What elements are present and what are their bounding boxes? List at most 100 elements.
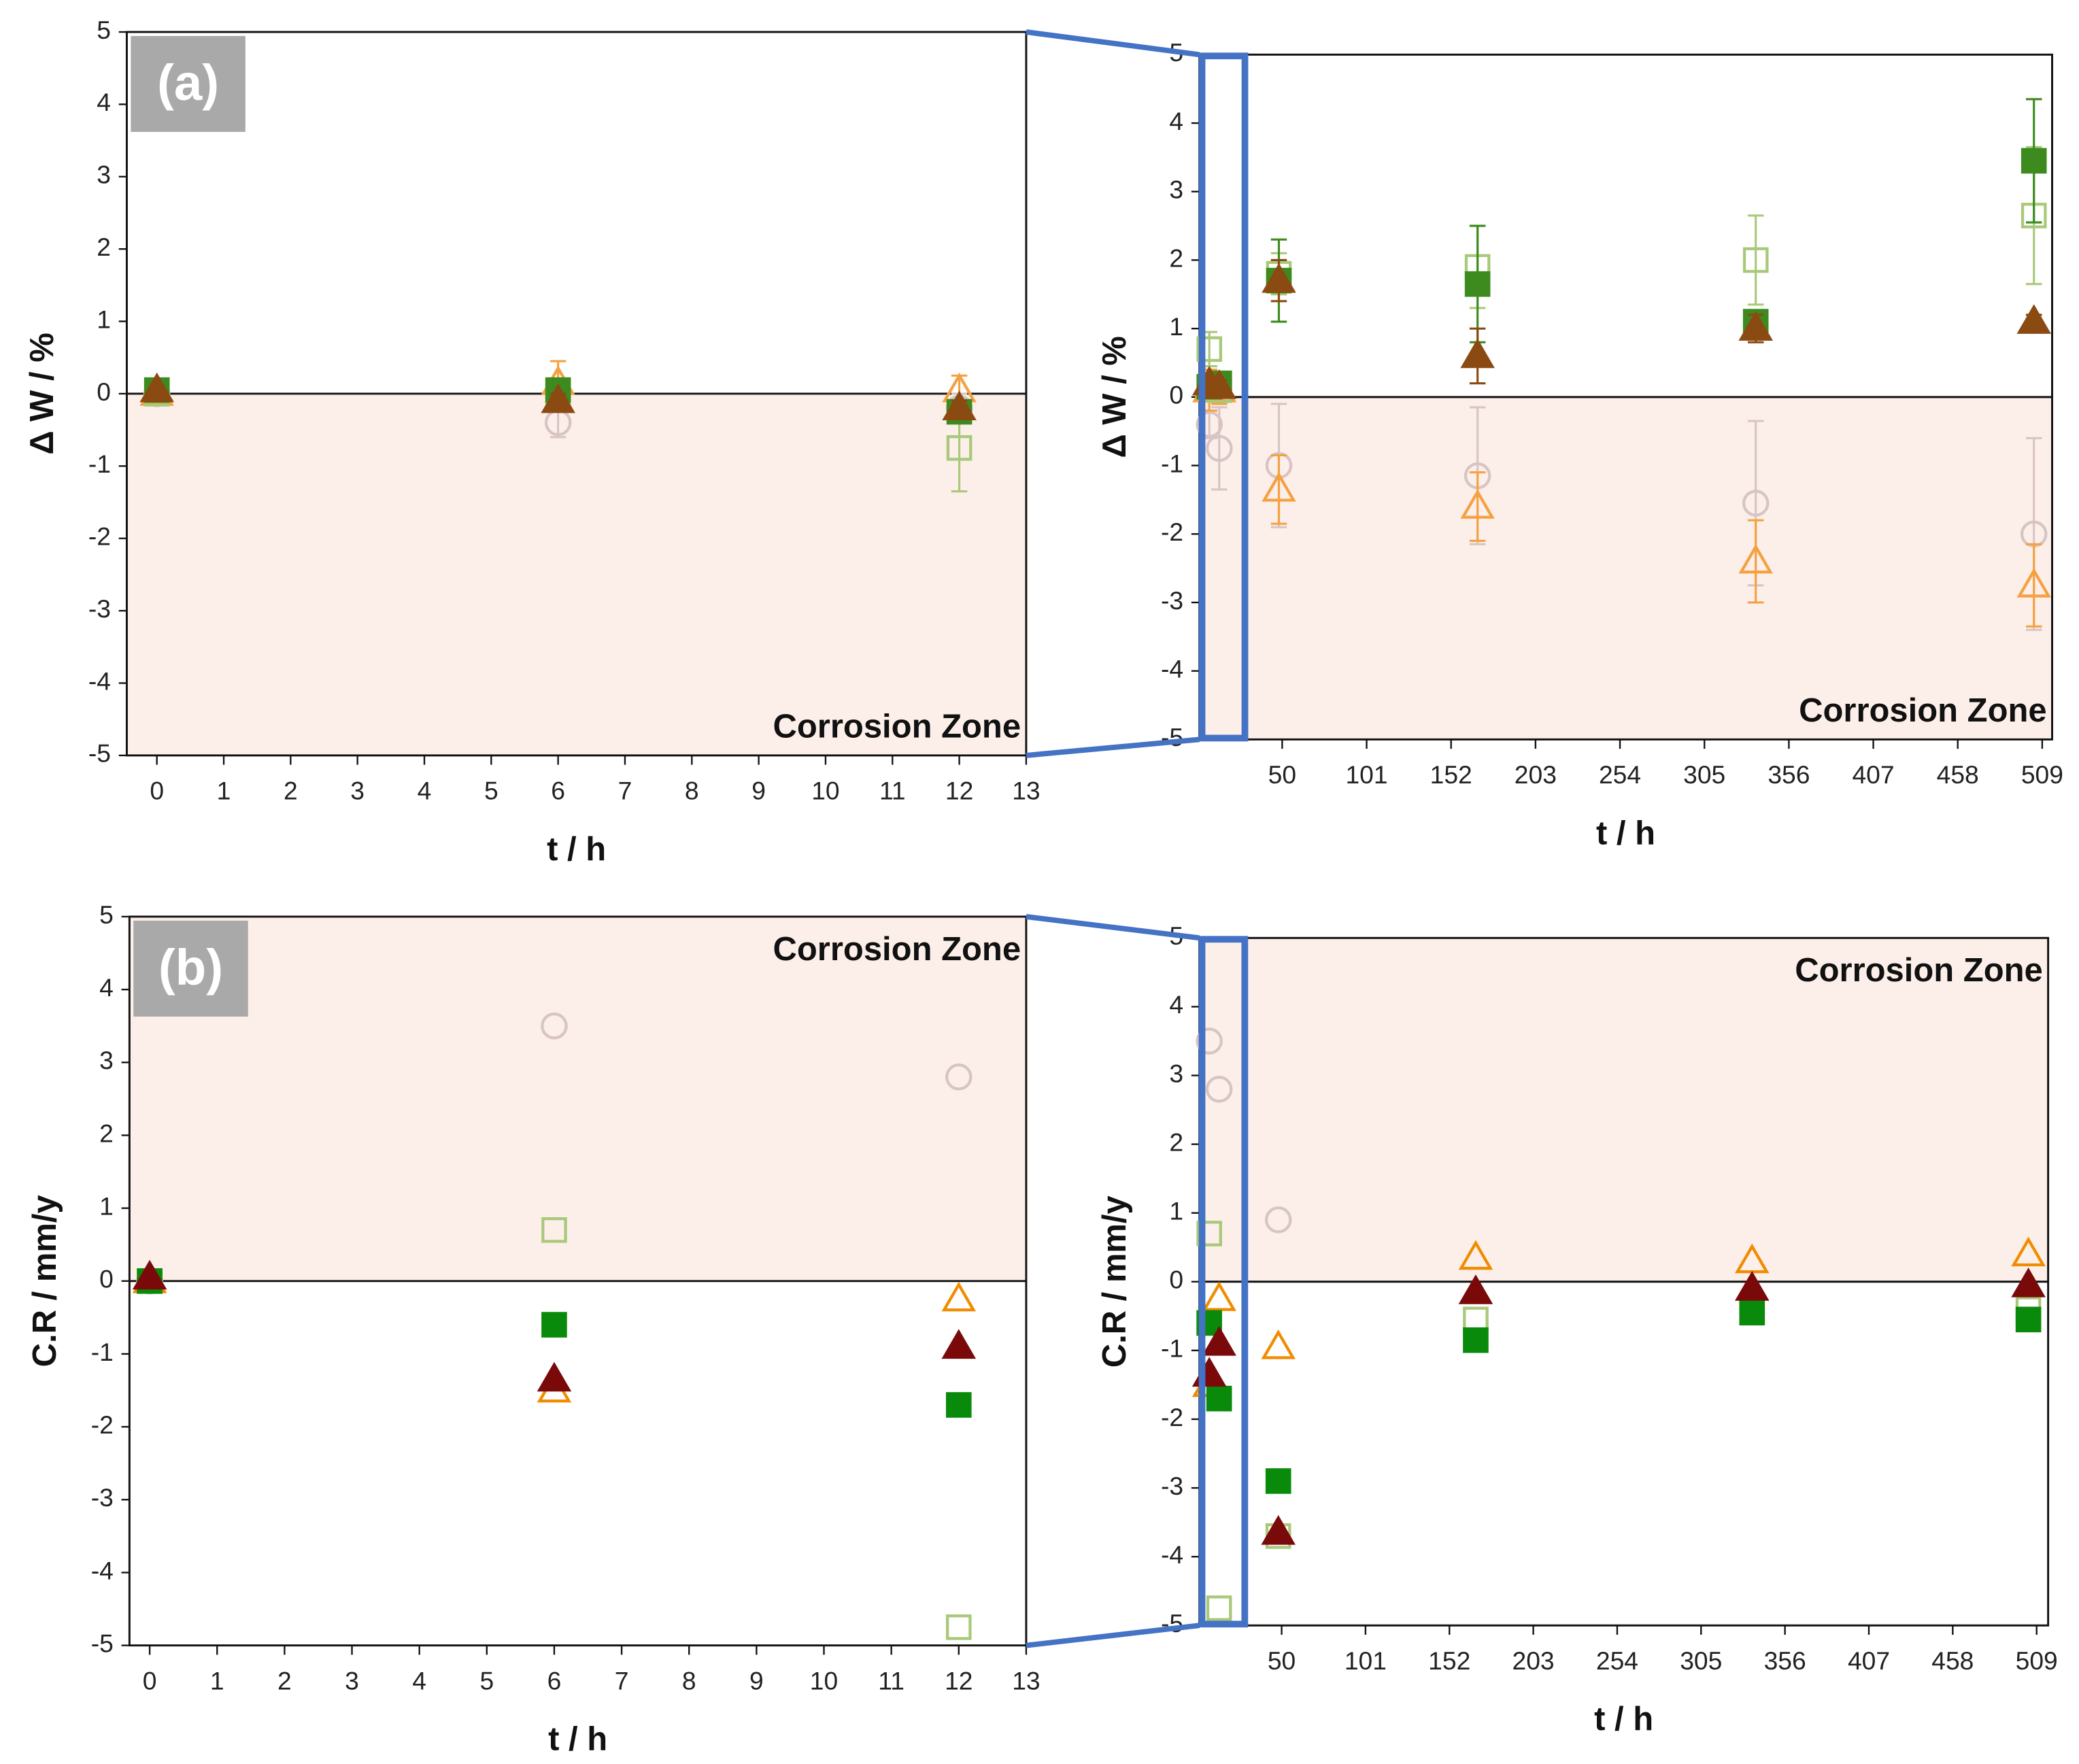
marker-triangle <box>1202 1325 1236 1356</box>
y-tick-label: -5 <box>91 1629 114 1657</box>
y-tick-label: -2 <box>1161 518 1183 546</box>
y-tick-label: 1 <box>99 1191 114 1220</box>
zoom-box <box>1198 936 1249 1628</box>
y-tick-label: -2 <box>91 1410 114 1439</box>
marker-circle <box>1196 411 1223 438</box>
marker-triangle <box>942 390 977 421</box>
x-tick-label: 305 <box>1683 760 1725 789</box>
y-tick-label: 5 <box>97 16 111 44</box>
marker-triangle <box>537 1361 572 1392</box>
zoom-connector <box>1026 736 1200 758</box>
x-tick-label: 1 <box>217 777 231 805</box>
marker-triangle <box>139 372 174 403</box>
x-tick-label: 0 <box>143 1666 157 1695</box>
x-tick-label: 356 <box>1768 760 1810 789</box>
x-tick-label: 50 <box>1268 1646 1296 1675</box>
x-tick-label: 12 <box>945 1666 973 1695</box>
marker-square <box>945 1392 972 1418</box>
y-tick-label: -3 <box>1161 1472 1183 1500</box>
marker-circle <box>1205 1075 1233 1103</box>
x-tick-label: 5 <box>484 777 498 805</box>
marker-square <box>946 435 973 461</box>
x-tick-label: 8 <box>685 777 699 805</box>
y-tick-label: -2 <box>1161 1403 1183 1431</box>
marker-circle <box>1742 490 1770 517</box>
marker-circle <box>1196 1028 1223 1055</box>
y-tick-label: -5 <box>88 739 111 768</box>
x-tick-label: 10 <box>811 777 839 805</box>
x-tick-label: 254 <box>1599 760 1641 789</box>
marker-triangle <box>1460 489 1495 519</box>
x-tick-label: 50 <box>1268 760 1296 789</box>
y-tick-label: -1 <box>1161 1334 1183 1363</box>
panel-label-box <box>133 920 248 1017</box>
marker-triangle <box>1261 1514 1296 1545</box>
y-tick-label: 0 <box>97 377 111 406</box>
marker-triangle <box>2016 304 2052 334</box>
x-tick-label: 356 <box>1764 1646 1806 1675</box>
x-tick-label: 6 <box>547 1666 562 1695</box>
y-tick-label: -1 <box>88 450 111 478</box>
marker-triangle <box>2016 567 2052 598</box>
x-tick-label: 8 <box>682 1666 696 1695</box>
x-tick-label: 2 <box>277 1666 292 1695</box>
zone-label: Corrosion Zone <box>773 709 1021 745</box>
x-tick-label: 458 <box>1931 1646 1974 1675</box>
x-tick-label: 2 <box>284 777 298 805</box>
x-tick-label: 4 <box>418 777 432 805</box>
x-tick-label: 101 <box>1345 1646 1387 1675</box>
marker-square <box>1196 336 1223 362</box>
marker-triangle <box>941 1281 977 1312</box>
error-bar <box>2025 543 2042 628</box>
x-tick-label: 0 <box>150 777 164 805</box>
x-tick-label: 9 <box>749 1666 764 1695</box>
x-tick-label: 254 <box>1596 1646 1638 1675</box>
marker-square <box>945 1614 972 1640</box>
y-tick-label: 2 <box>99 1119 114 1147</box>
corrosion-zone <box>1199 396 2052 740</box>
x-tick-label: 11 <box>878 1666 905 1695</box>
x-tick-label: 9 <box>751 777 766 805</box>
x-tick-label: 407 <box>1848 1646 1890 1675</box>
marker-square <box>1196 1221 1222 1246</box>
y-tick-label: 3 <box>99 1046 114 1074</box>
y-tick-label: 4 <box>1169 990 1183 1019</box>
marker-square <box>1206 1595 1232 1621</box>
y-tick-label: -2 <box>88 522 111 551</box>
y-tick-label: -4 <box>1161 1540 1183 1569</box>
y-tick-label: 0 <box>1169 381 1183 409</box>
y-axis-title: Δ W / % <box>24 333 61 454</box>
y-tick-label: 2 <box>1169 1127 1183 1156</box>
y-tick-label: 4 <box>1169 107 1183 135</box>
marker-triangle <box>1458 1274 1493 1304</box>
x-tick-label: 5 <box>479 1666 494 1695</box>
y-tick-label: -1 <box>91 1338 114 1366</box>
x-tick-label: 509 <box>2021 760 2063 789</box>
marker-square <box>2021 148 2047 174</box>
marker-circle <box>1206 435 1233 462</box>
marker-circle <box>945 1063 973 1091</box>
marker-triangle <box>2011 1236 2046 1267</box>
x-tick-label: 458 <box>1937 760 1979 789</box>
marker-square <box>2015 1306 2042 1333</box>
y-tick-label: 3 <box>97 160 111 189</box>
y-tick-label: 0 <box>99 1265 114 1293</box>
x-tick-label: 101 <box>1345 760 1387 789</box>
x-tick-label: 11 <box>879 777 906 805</box>
corrosion-zone <box>1199 938 2048 1282</box>
y-tick-label: -3 <box>88 594 111 623</box>
y-tick-label: 0 <box>1169 1266 1183 1294</box>
zoom-connector <box>1026 29 1200 58</box>
x-tick-label: 6 <box>551 777 565 805</box>
y-tick-label: 4 <box>97 88 111 116</box>
x-tick-label: 203 <box>1515 760 1557 789</box>
marker-square <box>1464 271 1491 297</box>
marker-triangle <box>541 383 575 413</box>
y-axis-title: C.R / mm/y <box>27 1195 63 1367</box>
marker-triangle <box>1460 338 1495 369</box>
x-tick-label: 12 <box>945 777 973 805</box>
panel-label-box <box>131 35 246 132</box>
panel-label: (a) <box>157 54 219 111</box>
x-tick-label: 203 <box>1512 1646 1555 1675</box>
x-tick-label: 3 <box>350 777 365 805</box>
